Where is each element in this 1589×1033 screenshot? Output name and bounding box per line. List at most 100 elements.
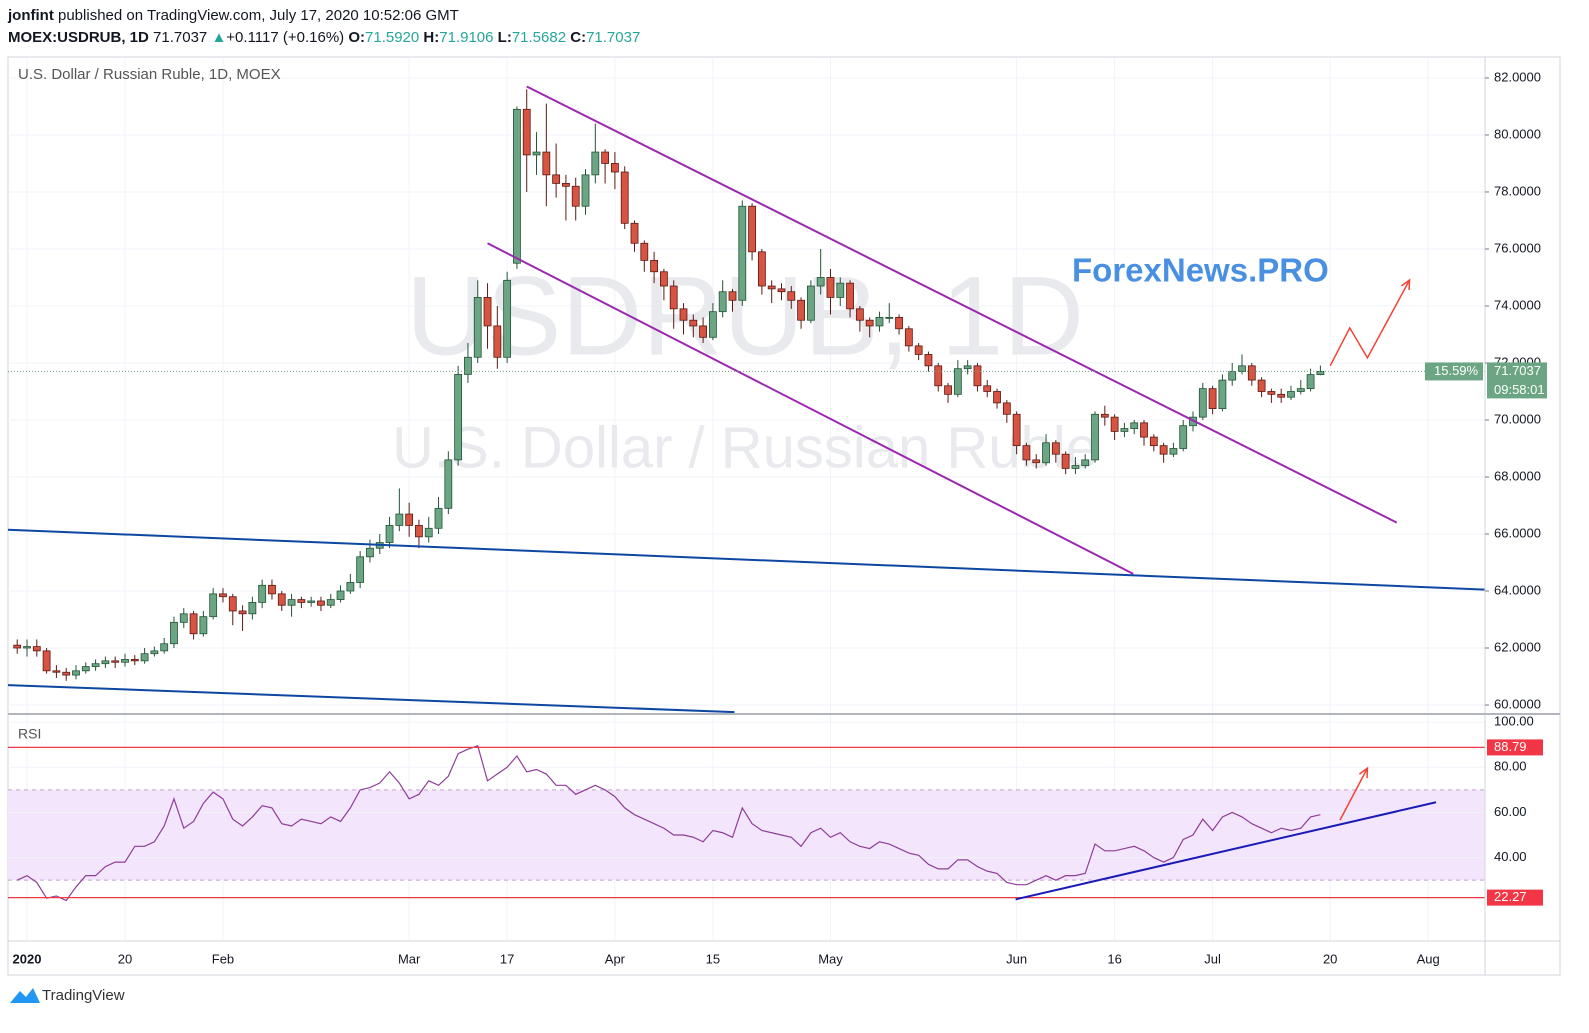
last-price-label: 71.7037: [1494, 363, 1541, 378]
candle-body: [1012, 413, 1021, 447]
candle-body: [42, 650, 51, 672]
candle-body: [669, 285, 678, 310]
h-label: H:: [423, 29, 439, 46]
candle-body: [885, 316, 894, 319]
y-tick-label: 60.0000: [1494, 696, 1541, 711]
candle-body: [1110, 416, 1119, 432]
candle-body: [934, 365, 943, 387]
candle-body: [287, 599, 296, 606]
arrow-head: [1401, 278, 1411, 291]
candle-body: [630, 222, 639, 244]
y-tick-label: 78.0000: [1494, 183, 1541, 198]
candle-body: [777, 288, 786, 293]
candle-body: [140, 653, 149, 662]
candle-body: [366, 547, 374, 558]
brand-logo: [10, 988, 40, 1003]
forecast-arrow: [1329, 279, 1411, 367]
x-tick-label: Apr: [605, 951, 626, 966]
brand: TradingView: [10, 987, 125, 1004]
candle-body: [855, 308, 864, 321]
candle-body: [238, 610, 247, 615]
candle-body: [473, 297, 482, 358]
candle-body: [816, 277, 825, 287]
rsi-title: RSI: [18, 726, 41, 742]
candle-body: [385, 525, 394, 543]
candle-body: [130, 659, 139, 662]
candle-body: [1091, 413, 1099, 461]
countdown: 09:58:01: [1494, 382, 1545, 397]
candle-body: [454, 373, 463, 461]
x-tick-label: Jul: [1204, 951, 1221, 966]
candle-body: [121, 659, 129, 663]
candle-body: [1022, 445, 1031, 461]
candle-body: [1277, 393, 1286, 398]
y-tick-label: 82.0000: [1494, 69, 1541, 84]
candle-body: [571, 185, 580, 207]
candle-body: [1071, 465, 1080, 469]
change: +0.1117 (+0.16%): [226, 29, 344, 46]
rsi-level-label: 22.27: [1494, 889, 1527, 904]
rsi-tick-label: 100.00: [1494, 714, 1534, 729]
symbol: MOEX:USDRUB, 1D: [8, 29, 149, 46]
h: 71.9106: [439, 29, 493, 46]
candle-body: [660, 271, 668, 287]
candle-body: [679, 308, 688, 321]
candle-body: [23, 646, 31, 649]
candle-body: [228, 596, 237, 612]
arrow-head: [1358, 766, 1369, 779]
x-tick-label: Mar: [398, 951, 421, 966]
candle-body: [689, 319, 698, 327]
x-tick-label: 20: [1323, 951, 1337, 966]
candle-body: [1306, 374, 1315, 390]
candle-body: [1228, 371, 1237, 381]
y-tick-label: 66.0000: [1494, 525, 1541, 540]
candle-body: [277, 593, 286, 606]
candle-body: [1257, 379, 1266, 392]
candle-body: [72, 670, 80, 676]
candle-body: [944, 385, 952, 395]
candle-body: [434, 507, 443, 529]
rsi-level-label: 88.79: [1494, 739, 1527, 754]
y-tick-label: 74.0000: [1494, 297, 1541, 312]
candle-body: [640, 242, 649, 261]
candle-body: [160, 643, 169, 652]
candle-body: [581, 174, 590, 207]
candle-body: [493, 325, 502, 358]
candle-body: [189, 613, 198, 635]
candle-body: [415, 525, 423, 538]
candle-body: [532, 151, 541, 156]
candle-body: [552, 174, 561, 184]
candle-body: [1179, 425, 1188, 449]
candle-body: [356, 556, 365, 583]
candle-body: [904, 328, 913, 347]
candle-body: [522, 108, 531, 156]
x-tick-label: 17: [500, 951, 514, 966]
candle-body: [738, 205, 747, 301]
annotation: ForexNews.PRO: [1072, 252, 1329, 289]
trend-line: [487, 242, 1134, 575]
candle-body: [111, 660, 120, 663]
candle-body: [150, 650, 159, 655]
candle-body: [806, 285, 815, 321]
symbol-line: MOEX:USDRUB, 1D 71.7037 ▲+0.1117 (+0.16%…: [8, 29, 640, 46]
c-label: C:: [570, 29, 586, 46]
candle-body: [650, 259, 659, 273]
rsi-arrow: [1339, 767, 1369, 821]
candle-body: [13, 644, 22, 649]
candle-body: [62, 671, 71, 676]
l-label: L:: [498, 29, 512, 46]
candle-body: [924, 354, 933, 367]
candle-body: [395, 513, 404, 526]
candle-body: [248, 602, 257, 615]
candle-body: [836, 282, 845, 298]
x-tick-label: 20: [118, 951, 132, 966]
candle-body: [1081, 459, 1090, 466]
candle-body: [209, 593, 218, 618]
candle-body: [1316, 371, 1325, 376]
published: published on TradingView.com, July 17, 2…: [58, 7, 459, 24]
candle-body: [620, 171, 629, 224]
candle-body: [464, 356, 472, 375]
candle-body: [562, 183, 570, 187]
last-price-box: [1487, 362, 1547, 399]
